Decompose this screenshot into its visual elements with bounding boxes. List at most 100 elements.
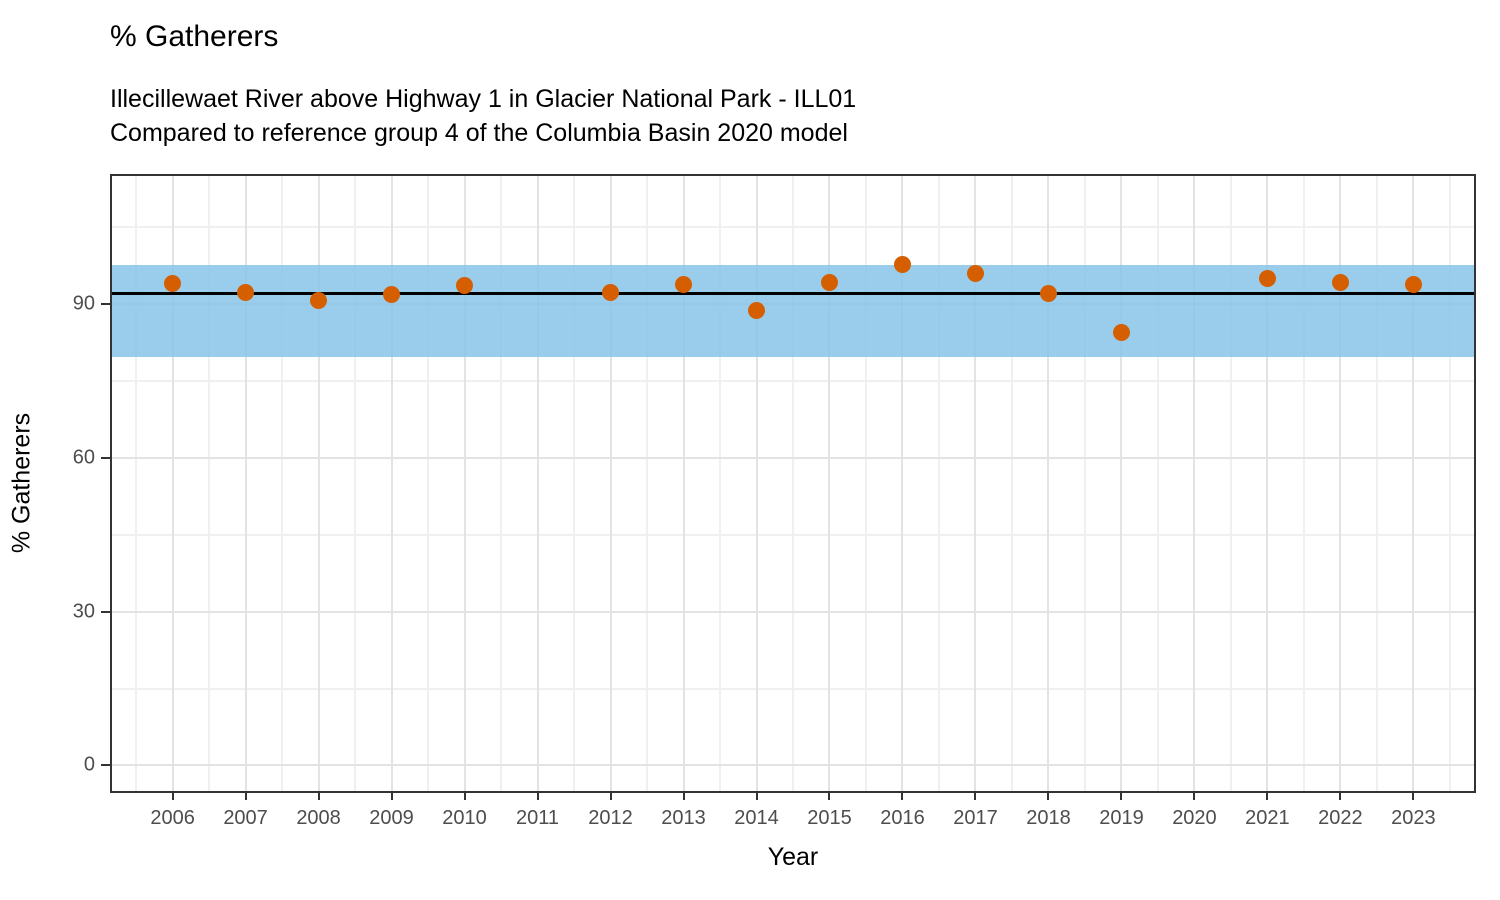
gridline-vertical-minor <box>864 176 867 791</box>
gridline-vertical-major <box>463 176 466 791</box>
gridline-vertical-minor <box>719 176 721 791</box>
y-tick-label: 60 <box>72 446 95 469</box>
gridline-vertical-minor <box>208 176 211 791</box>
gridline-vertical-major <box>244 176 247 791</box>
gridline-vertical-major <box>974 176 977 791</box>
gridline-horizontal-minor <box>112 226 1474 229</box>
gridline-vertical-minor <box>1375 176 1378 791</box>
y-tick-mark <box>101 610 110 613</box>
x-tick-label: 2020 <box>1172 807 1217 829</box>
data-point-2009 <box>383 285 401 303</box>
x-tick-mark <box>828 791 831 800</box>
x-tick-label: 2021 <box>1245 807 1290 829</box>
x-tick-mark <box>1266 791 1269 800</box>
y-tick-mark <box>101 764 110 767</box>
x-tick-label: 2008 <box>296 807 341 829</box>
gridline-vertical-major <box>317 176 320 791</box>
chart-subtitle-line1: Illecillewaet River above Highway 1 in G… <box>110 85 857 113</box>
gridline-vertical-minor <box>1010 176 1013 791</box>
data-point-2015 <box>820 273 838 291</box>
gridline-vertical-major <box>901 176 904 791</box>
x-tick-label: 2015 <box>807 807 852 829</box>
data-point-2017 <box>966 264 984 282</box>
gridline-vertical-major <box>1193 176 1196 791</box>
x-tick-label: 2010 <box>442 807 487 829</box>
gridline-vertical-minor <box>1448 176 1451 791</box>
x-tick-mark <box>463 791 466 800</box>
gridline-horizontal-minor <box>112 533 1474 536</box>
y-tick-mark <box>101 303 110 306</box>
x-tick-mark <box>755 791 758 800</box>
gridline-vertical-major <box>1047 176 1050 791</box>
x-tick-mark <box>901 791 904 800</box>
gridline-horizontal-major <box>112 456 1474 459</box>
gridline-vertical-minor <box>354 176 357 791</box>
data-point-2013 <box>675 275 692 293</box>
x-tick-mark <box>244 791 247 800</box>
x-tick-label: 2016 <box>880 807 925 829</box>
chart-subtitle-line2: Compared to reference group 4 of the Col… <box>110 119 848 147</box>
gridline-vertical-minor <box>281 176 284 791</box>
x-tick-mark <box>1193 791 1196 800</box>
gridline-vertical-major <box>682 176 685 791</box>
data-point-2019 <box>1112 323 1130 341</box>
y-axis-title: % Gatherers <box>7 412 36 554</box>
chart-subtitle: Illecillewaet River above Highway 1 in G… <box>110 82 856 150</box>
gridline-vertical-minor <box>646 176 649 791</box>
x-tick-mark <box>171 791 174 800</box>
gridline-vertical-major <box>1120 176 1123 791</box>
gridline-vertical-major <box>171 176 174 791</box>
gridline-vertical-major <box>536 176 539 791</box>
gridline-horizontal-major <box>112 764 1474 767</box>
x-tick-mark <box>1120 791 1123 800</box>
gridline-vertical-major <box>755 176 758 791</box>
gridline-vertical-major <box>1412 176 1415 791</box>
data-point-2012 <box>602 283 620 301</box>
x-tick-label: 2011 <box>516 807 560 829</box>
gridline-vertical-minor <box>1229 176 1232 791</box>
y-tick-label: 30 <box>72 600 95 623</box>
x-tick-mark <box>1412 791 1415 800</box>
reference-line <box>112 291 1474 295</box>
data-point-2014 <box>748 301 765 319</box>
gridline-horizontal-minor <box>112 380 1474 382</box>
gridline-vertical-minor <box>1156 176 1159 791</box>
x-tick-mark <box>682 791 685 800</box>
x-tick-mark <box>536 791 539 800</box>
gridline-vertical-major <box>1266 176 1269 791</box>
plot-panel: 2006 2007 2008 2009 2010 2011 2012 2013 2014 2015… <box>73 174 1476 829</box>
gridline-vertical-minor <box>573 176 576 791</box>
data-point-2016 <box>893 255 911 273</box>
gridline-horizontal-major <box>112 610 1474 613</box>
x-tick-mark <box>1047 791 1050 800</box>
gridline-vertical-major <box>1339 176 1342 791</box>
x-tick-label: 2012 <box>588 807 633 829</box>
x-axis-title: Year <box>767 843 819 871</box>
x-tick-label: 2019 <box>1099 807 1144 829</box>
gridline-vertical-major <box>390 176 393 791</box>
x-tick-label: 2014 <box>734 807 779 829</box>
x-tick-mark <box>1339 791 1342 800</box>
x-tick-mark <box>609 791 612 800</box>
data-point-2022 <box>1331 273 1349 291</box>
data-point-2006 <box>164 274 182 292</box>
x-tick-label: 2013 <box>661 807 706 829</box>
x-tick-label: 2006 <box>150 807 195 829</box>
data-point-2021 <box>1258 270 1276 287</box>
data-point-2018 <box>1039 284 1057 302</box>
plot-area <box>112 176 1474 791</box>
gridline-vertical-minor <box>1083 176 1086 791</box>
data-point-2010 <box>456 276 474 294</box>
gridline-vertical-major <box>828 176 831 791</box>
gridline-vertical-minor <box>937 176 940 791</box>
chart-title: % Gatherers <box>110 20 279 53</box>
x-tick-label: 2023 <box>1391 807 1436 829</box>
reference-band <box>112 264 1474 357</box>
gridline-vertical-minor <box>135 176 138 791</box>
gridline-vertical-minor <box>500 176 503 791</box>
gridline-vertical-minor <box>1302 176 1305 791</box>
data-point-2008 <box>310 291 328 309</box>
x-tick-label: 2009 <box>369 807 414 829</box>
x-tick-label: 2018 <box>1026 807 1071 829</box>
data-point-2007 <box>237 283 255 301</box>
